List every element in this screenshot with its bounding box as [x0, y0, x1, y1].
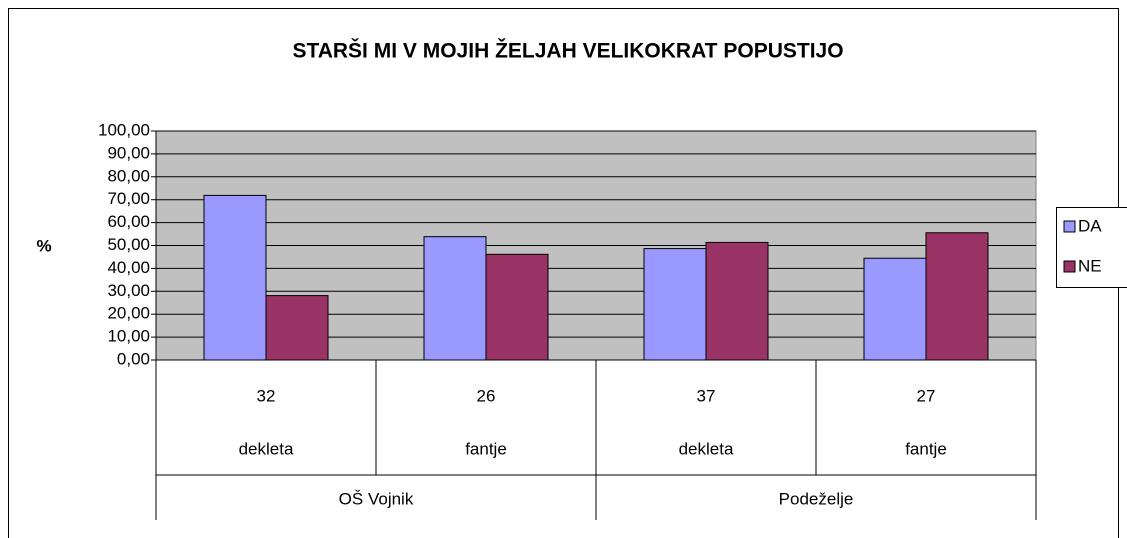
y-tick-label: 40,00 [107, 258, 150, 277]
x-tick-label: 32 [257, 386, 276, 405]
legend-swatch [1063, 260, 1076, 273]
x-group-label: Podeželje [779, 489, 854, 508]
bar [705, 241, 769, 361]
y-tick-label: 70,00 [107, 189, 150, 208]
bar [423, 236, 487, 361]
x-subcategory-label: fantje [905, 439, 947, 458]
chart-title: STARŠI MI V MOJIH ŽELJAH VELIKOKRAT POPU… [292, 39, 843, 63]
legend [1056, 207, 1127, 288]
x-group-label: OŠ Vojnik [339, 489, 414, 508]
y-tick-label: 90,00 [107, 143, 150, 162]
bar [863, 257, 927, 361]
y-axis-label: % [36, 236, 51, 255]
y-tick-label: 50,00 [107, 235, 150, 254]
legend-swatch [1063, 220, 1076, 233]
x-tick-label: 27 [917, 386, 936, 405]
bar [265, 295, 329, 361]
bar [203, 194, 267, 361]
y-tick-label: 30,00 [107, 281, 150, 300]
y-tick-label: 0,00 [117, 349, 150, 368]
y-tick-label: 100,00 [98, 120, 150, 139]
y-tick-label: 80,00 [107, 166, 150, 185]
bar [485, 253, 549, 361]
x-subcategory-label: dekleta [239, 439, 294, 458]
x-subcategory-label: dekleta [679, 439, 734, 458]
bar [925, 232, 989, 361]
y-tick-label: 10,00 [107, 327, 150, 346]
bar [643, 248, 707, 361]
y-tick-label: 60,00 [107, 212, 150, 231]
x-subcategory-label: fantje [465, 439, 507, 458]
x-tick-label: 37 [697, 386, 716, 405]
y-tick-label: 20,00 [107, 304, 150, 323]
legend-label: DA [1078, 216, 1102, 235]
x-tick-label: 26 [477, 386, 496, 405]
legend-label: NE [1078, 256, 1102, 275]
